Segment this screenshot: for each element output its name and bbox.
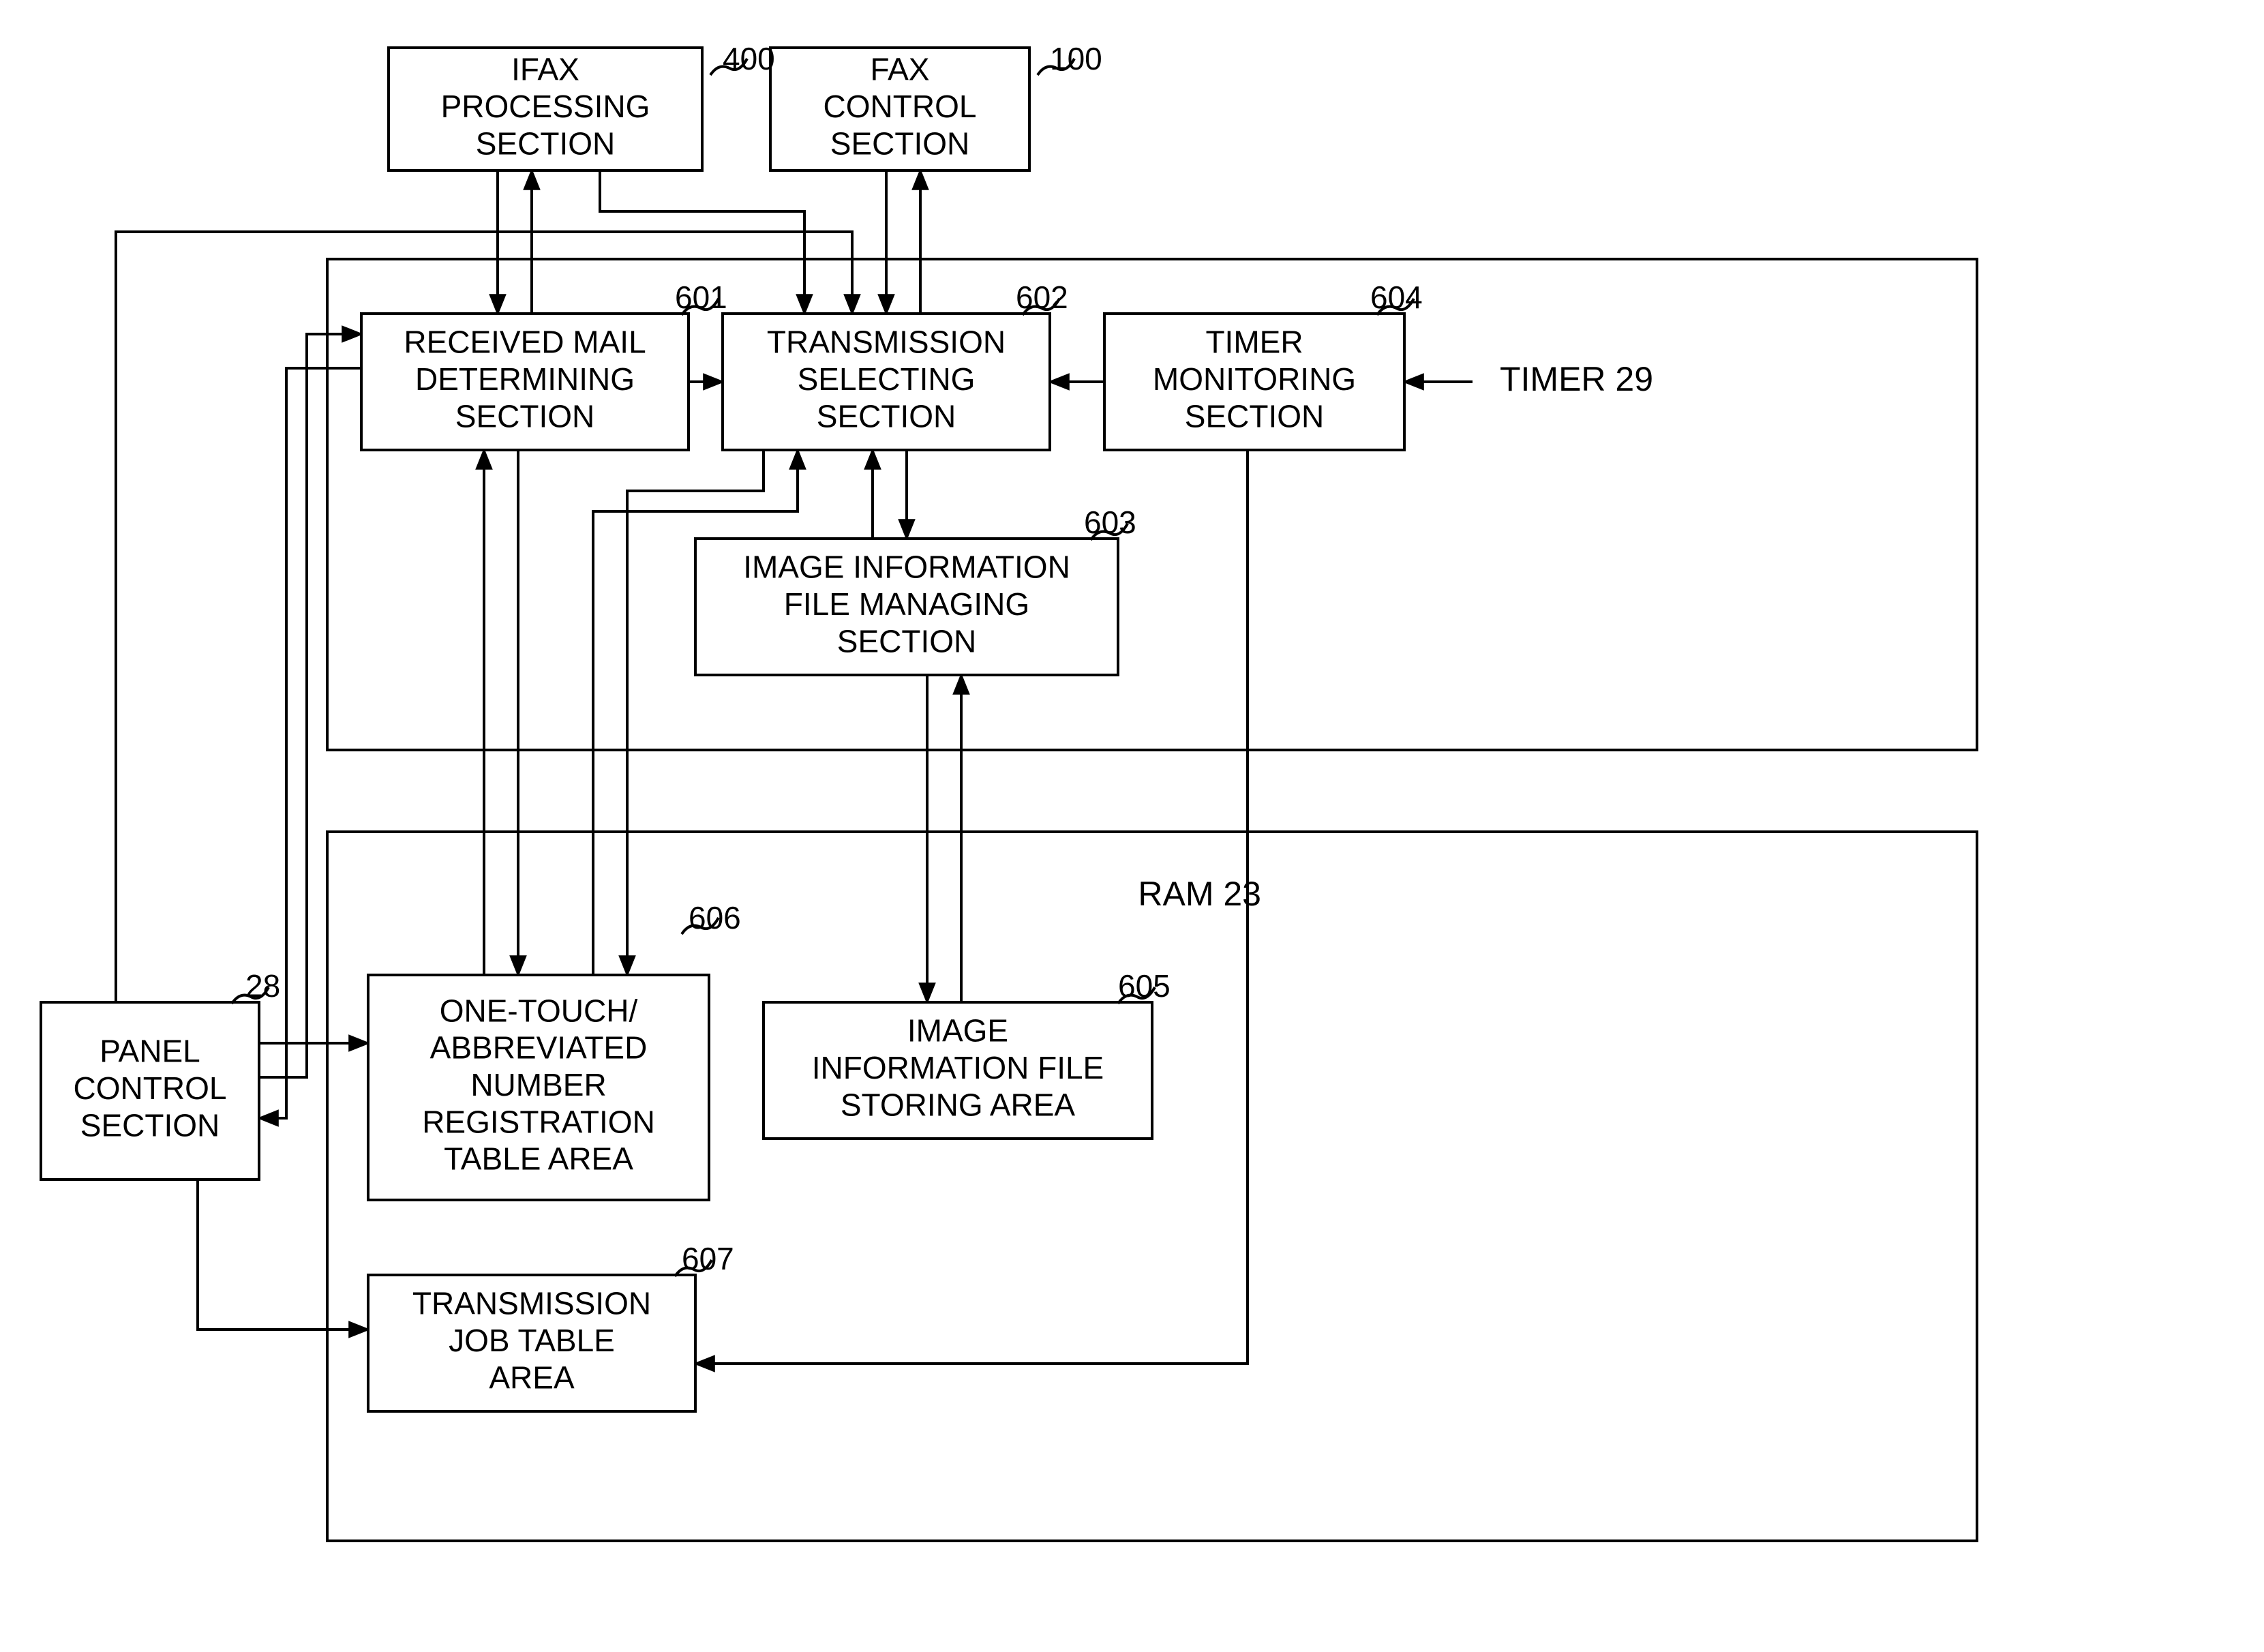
edge-panel-to-job — [198, 1180, 368, 1330]
edge-onetch-to-trans — [593, 450, 798, 975]
refnum-imgstr: 605 — [1118, 968, 1171, 1004]
box-panel: PANELCONTROLSECTION — [41, 1002, 259, 1180]
box-job: TRANSMISSIONJOB TABLEAREA — [368, 1275, 695, 1411]
refnum-panel: 28 — [245, 968, 280, 1004]
refnum-ifax: 400 — [723, 41, 775, 76]
box-recv: RECEIVED MAILDETERMININGSECTION — [361, 314, 689, 450]
refnum-recv: 601 — [675, 280, 727, 315]
refnum-timer: 604 — [1370, 280, 1423, 315]
box-trans: TRANSMISSIONSELECTINGSECTION — [723, 314, 1050, 450]
refnum-onetch: 606 — [689, 900, 741, 935]
box-onetch: ONE-TOUCH/ABBREVIATEDNUMBERREGISTRATIONT… — [368, 975, 709, 1200]
box-timer: TIMERMONITORINGSECTION — [1104, 314, 1404, 450]
box-imgmgr: IMAGE INFORMATIONFILE MANAGINGSECTION — [695, 539, 1118, 675]
refnum-fax: 100 — [1050, 41, 1102, 76]
box-imgstr: IMAGEINFORMATION FILESTORING AREA — [764, 1002, 1152, 1139]
refnum-imgmgr: 603 — [1084, 505, 1136, 540]
refnum-trans: 602 — [1016, 280, 1068, 315]
box-ifax: IFAXPROCESSINGSECTION — [389, 48, 702, 170]
refnum-job: 607 — [682, 1241, 734, 1276]
label-timer-29: TIMER 29 — [1500, 360, 1653, 398]
edge-trans-to-onetch — [627, 450, 764, 975]
diagram-canvas: IFAXPROCESSINGSECTION FAXCONTROLSECTION RE… — [0, 0, 2264, 1652]
box-fax: FAXCONTROLSECTION — [770, 48, 1029, 170]
label-ram-23: RAM 23 — [1138, 875, 1261, 913]
edge-recv-to-panel — [259, 368, 361, 1118]
edge-panel-to-recv — [259, 334, 361, 1077]
